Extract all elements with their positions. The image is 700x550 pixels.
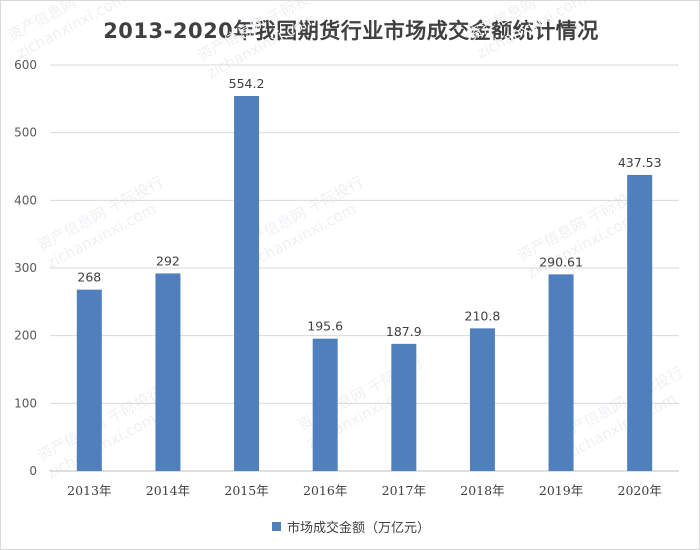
legend: 市场成交金额（万亿元） (1, 517, 699, 536)
y-tick-label: 200 (14, 329, 37, 343)
x-tick-label: 2014年 (146, 483, 190, 498)
x-tick-label: 2017年 (382, 483, 426, 498)
data-label: 292 (156, 253, 180, 268)
bar (155, 273, 181, 471)
bar (234, 95, 260, 471)
y-tick-label: 500 (14, 126, 37, 140)
bar (469, 328, 495, 471)
x-tick-label: 2018年 (460, 483, 504, 498)
x-tick-label: 2019年 (539, 483, 583, 498)
bar (312, 338, 338, 471)
data-label: 195.6 (307, 319, 343, 334)
x-tick-label: 2015年 (224, 483, 268, 498)
bar (548, 274, 574, 471)
data-label: 210.8 (465, 308, 501, 323)
x-tick-label: 2016年 (303, 483, 347, 498)
bar (76, 289, 102, 471)
data-label: 268 (77, 270, 101, 285)
y-tick-label: 100 (14, 396, 37, 410)
y-tick-label: 300 (14, 261, 37, 275)
y-tick-label: 0 (29, 464, 37, 478)
y-tick-label: 600 (14, 58, 37, 72)
bar (627, 174, 653, 471)
x-tick-label: 2013年 (67, 483, 111, 498)
data-label: 187.9 (386, 324, 422, 339)
data-label: 554.2 (229, 76, 265, 91)
bar (391, 343, 417, 471)
y-tick-label: 400 (14, 193, 37, 207)
x-tick-label: 2020年 (618, 483, 662, 498)
legend-swatch (271, 522, 281, 531)
legend-label: 市场成交金额（万亿元） (286, 521, 430, 536)
data-label: 290.61 (539, 254, 583, 269)
chart-title: 2013-2020年我国期货行业市场成交金额统计情况 (103, 19, 599, 43)
data-label: 437.53 (618, 155, 662, 170)
